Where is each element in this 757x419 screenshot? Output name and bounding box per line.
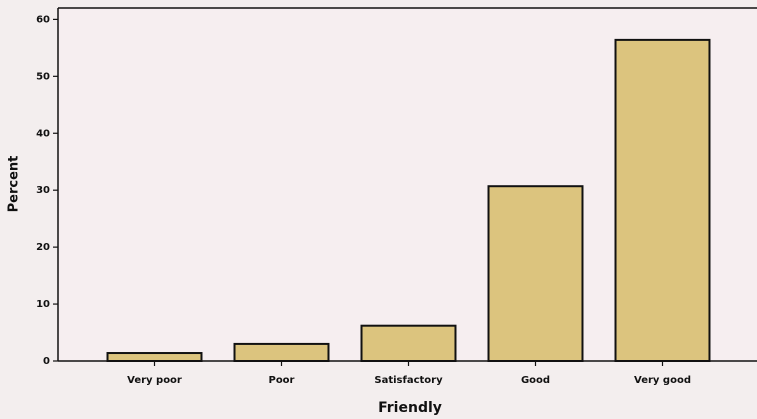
y-tick-label: 20 [36, 242, 50, 253]
x-tick-label: Very poor [127, 375, 182, 386]
bar [233, 342, 330, 362]
bar [614, 38, 711, 362]
bar [106, 352, 203, 362]
x-tick-label: Poor [268, 375, 294, 386]
x-tick-label: Satisfactory [374, 375, 443, 386]
x-tick-label: Good [521, 375, 550, 386]
bar [487, 185, 584, 362]
x-axis-label: Friendly [378, 400, 442, 416]
y-tick-label: 10 [36, 299, 50, 310]
x-tick-label: Very good [634, 375, 691, 386]
y-tick-label: 40 [36, 128, 50, 139]
y-axis-label: Percent [7, 156, 22, 213]
y-tick-label: 60 [36, 14, 50, 25]
y-tick-label: 50 [36, 71, 50, 82]
y-tick-label: 0 [43, 356, 50, 367]
bar [360, 324, 457, 363]
y-tick-label: 30 [36, 185, 50, 196]
